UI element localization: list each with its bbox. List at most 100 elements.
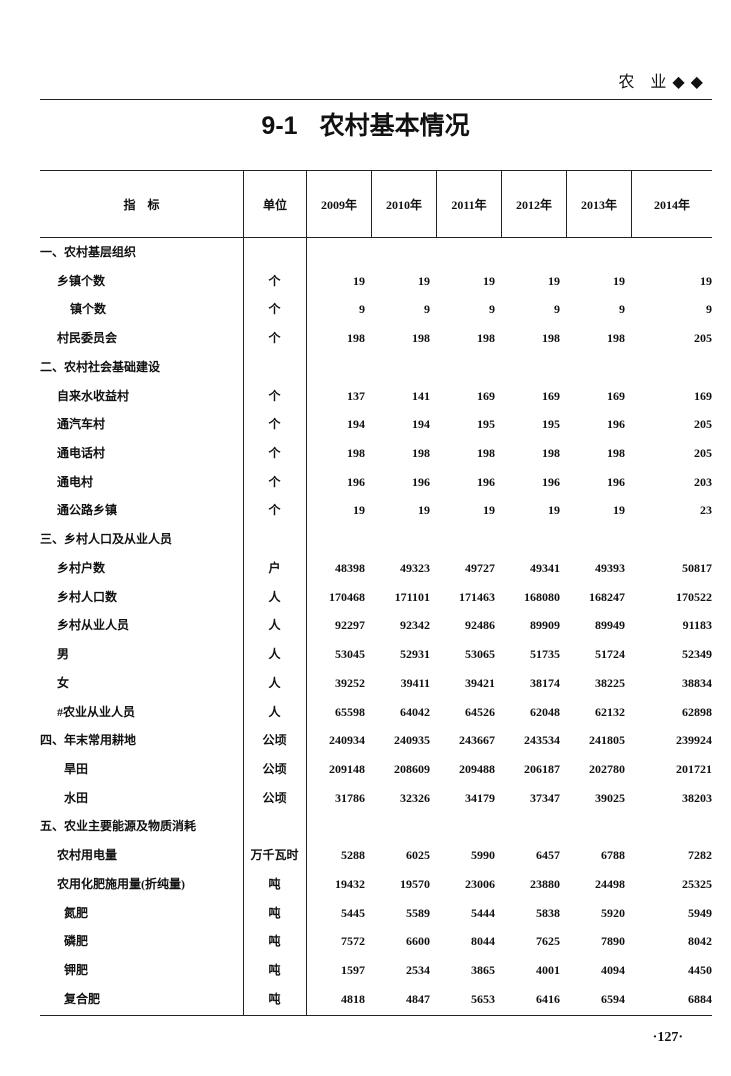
row-label: 村民委员会	[57, 331, 118, 346]
cell-value: 205	[694, 446, 712, 461]
cell-value: 5920	[601, 905, 625, 920]
row-label: 水田	[64, 790, 89, 805]
table-row: 乡村从业人员 人 92297 92342 92486 89909 89949 91183	[40, 611, 712, 640]
cell-value: 37347	[530, 790, 560, 805]
row-label: 复合肥	[64, 991, 101, 1006]
cell-value: 19	[613, 503, 625, 518]
cell-value: 51724	[595, 647, 625, 662]
cell-value: 62132	[595, 704, 625, 719]
cell-value: 202780	[589, 761, 625, 776]
cell-value: 196	[412, 474, 430, 489]
cell-value: 19	[613, 273, 625, 288]
table-row: 女 人 39252 39411 39421 38174 38225 38834	[40, 669, 712, 698]
cell-value: 39252	[335, 675, 365, 690]
cell-value: 4001	[536, 963, 560, 977]
cell-value: 6457	[536, 848, 560, 863]
cell-value: 205	[694, 417, 712, 432]
header-indicator: 指 标	[123, 197, 160, 212]
cell-value: 19	[700, 273, 712, 288]
cell-value: 6600	[406, 934, 430, 949]
row-unit: 个	[268, 417, 281, 432]
cell-value: 52931	[400, 647, 430, 662]
cell-value: 5990	[471, 848, 495, 863]
cell-value: 89909	[530, 618, 560, 633]
cell-value: 7572	[341, 934, 365, 949]
cell-value: 198	[477, 331, 495, 346]
cell-value: 6884	[688, 991, 712, 1006]
row-label: 镇个数	[70, 302, 107, 317]
cell-value: 194	[347, 417, 365, 432]
row-unit: 公顷	[262, 790, 287, 805]
cell-value: 39421	[465, 675, 495, 690]
row-unit: 吨	[268, 934, 281, 949]
cell-value: 19	[418, 503, 430, 518]
cell-value: 169	[477, 388, 495, 403]
cell-value: 9	[619, 302, 625, 317]
row-unit: 户	[268, 560, 281, 575]
column-divider	[243, 237, 244, 1015]
cell-value: 137	[347, 388, 365, 403]
column-divider	[306, 237, 307, 1015]
cell-value: 32326	[400, 790, 430, 805]
cell-value: 53065	[465, 647, 495, 662]
header-year: 2012年	[501, 171, 566, 237]
row-unit: 个	[268, 273, 281, 288]
table-row: 自来水收益村 个 137 141 169 169 169 169	[40, 382, 712, 411]
row-label: 四、年末常用耕地	[40, 733, 137, 748]
row-label: 农村用电量	[57, 848, 118, 863]
cell-value: 64526	[465, 704, 495, 719]
cell-value: 19	[548, 273, 560, 288]
cell-value: 198	[412, 446, 430, 461]
cell-value: 92342	[400, 618, 430, 633]
row-unit: 个	[268, 474, 281, 489]
cell-value: 49393	[595, 560, 625, 575]
section-row: 二、农村社会基础建设	[40, 353, 712, 382]
cell-value: 62048	[530, 704, 560, 719]
cell-value: 19570	[400, 876, 430, 891]
row-unit: 公顷	[262, 761, 287, 776]
cell-value: 8044	[471, 934, 495, 949]
cell-value: 198	[542, 446, 560, 461]
row-label: 五、农业主要能源及物质消耗	[40, 819, 197, 834]
cell-value: 206187	[524, 761, 560, 776]
table-header: 指 标 单位 2009年 2010年 2011年 2012年 2013年 2014年	[40, 171, 712, 238]
cell-value: 65598	[335, 704, 365, 719]
cell-value: 38225	[595, 675, 625, 690]
cell-value: 48398	[335, 560, 365, 575]
table-row: 旱田 公顷 209148 208609 209488 206187 202780 201721	[40, 755, 712, 784]
table-row: 乡村户数 户 48398 49323 49727 49341 49393 50817	[40, 554, 712, 583]
cell-value: 92297	[335, 618, 365, 633]
cell-value: 6025	[406, 848, 430, 863]
cell-value: 19	[418, 273, 430, 288]
table-row: 农村用电量 万千瓦时 5288 6025 5990 6457 6788 7282	[40, 841, 712, 870]
row-unit: 吨	[268, 905, 281, 920]
table-row: 氮肥 吨 5445 5589 5444 5838 5920 5949	[40, 899, 712, 928]
cell-value: 196	[607, 417, 625, 432]
cell-value: 5653	[471, 991, 495, 1006]
cell-value: 198	[607, 446, 625, 461]
cell-value: 6788	[601, 848, 625, 863]
cell-value: 5589	[406, 905, 430, 920]
cell-value: 38834	[682, 675, 712, 690]
cell-value: 168247	[589, 589, 625, 604]
cell-value: 25325	[682, 876, 712, 891]
cell-value: 243667	[459, 733, 495, 748]
table-row: 村民委员会 个 198 198 198 198 198 205	[40, 324, 712, 353]
cell-value: 171463	[459, 589, 495, 604]
cell-value: 194	[412, 417, 430, 432]
cell-value: 170468	[329, 589, 365, 604]
cell-value: 8042	[688, 934, 712, 949]
section-row: 一、农村基层组织	[40, 238, 712, 267]
cell-value: 24498	[595, 876, 625, 891]
cell-value: 195	[542, 417, 560, 432]
cell-value: 19432	[335, 876, 365, 891]
cell-value: 49341	[530, 560, 560, 575]
table-row: 复合肥 吨 4818 4847 5653 6416 6594 6884	[40, 985, 712, 1014]
cell-value: 19	[353, 273, 365, 288]
table-row: 镇个数 个 9 9 9 9 9 9	[40, 295, 712, 324]
table-row: 通汽车村 个 194 194 195 195 196 205	[40, 410, 712, 439]
cell-value: 92486	[465, 618, 495, 633]
cell-value: 240934	[329, 733, 365, 748]
page-title: 9-1 农村基本情况	[0, 106, 731, 142]
table-number: 9-1	[261, 112, 298, 140]
